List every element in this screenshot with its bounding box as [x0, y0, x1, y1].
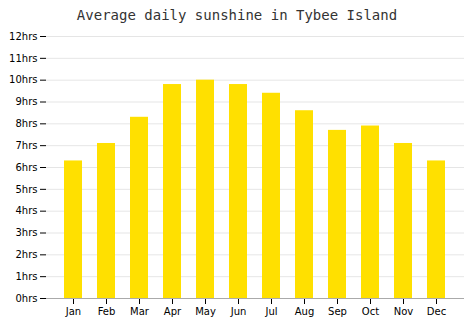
svg-text:Mar: Mar	[130, 306, 150, 317]
svg-text:4hrs: 4hrs	[15, 205, 37, 216]
html-text:Average daily sunshine in Tybe: Average daily sunshine in Tybee Island	[76, 7, 398, 23]
svg-text:Apr: Apr	[164, 306, 182, 317]
svg-text:Jan: Jan	[65, 306, 81, 317]
svg-text:11hrs: 11hrs	[9, 53, 37, 64]
svg-text:0hrs: 0hrs	[15, 293, 37, 304]
svg-text:10hrs: 10hrs	[9, 74, 37, 85]
svg-text:Sep: Sep	[328, 306, 347, 317]
svg-text:2hrs: 2hrs	[15, 249, 37, 260]
svg-text:Jul: Jul	[264, 306, 277, 317]
svg-text:7hrs: 7hrs	[15, 140, 37, 151]
svg-text:9hrs: 9hrs	[15, 96, 37, 107]
svg-text:Feb: Feb	[98, 306, 116, 317]
svg-text:12hrs: 12hrs	[9, 31, 37, 42]
svg-text:1hrs: 1hrs	[15, 271, 37, 282]
svg-text:Jun: Jun	[230, 306, 247, 317]
svg-text:5hrs: 5hrs	[15, 184, 37, 195]
svg-text:6hrs: 6hrs	[15, 162, 37, 173]
svg-text:Oct: Oct	[362, 306, 379, 317]
svg-text:Dec: Dec	[427, 306, 446, 317]
svg-text:3hrs: 3hrs	[15, 227, 37, 238]
svg-text:8hrs: 8hrs	[15, 118, 37, 129]
svg-text:May: May	[195, 306, 216, 317]
svg-text:Aug: Aug	[295, 306, 315, 317]
svg-text:Nov: Nov	[394, 306, 414, 317]
